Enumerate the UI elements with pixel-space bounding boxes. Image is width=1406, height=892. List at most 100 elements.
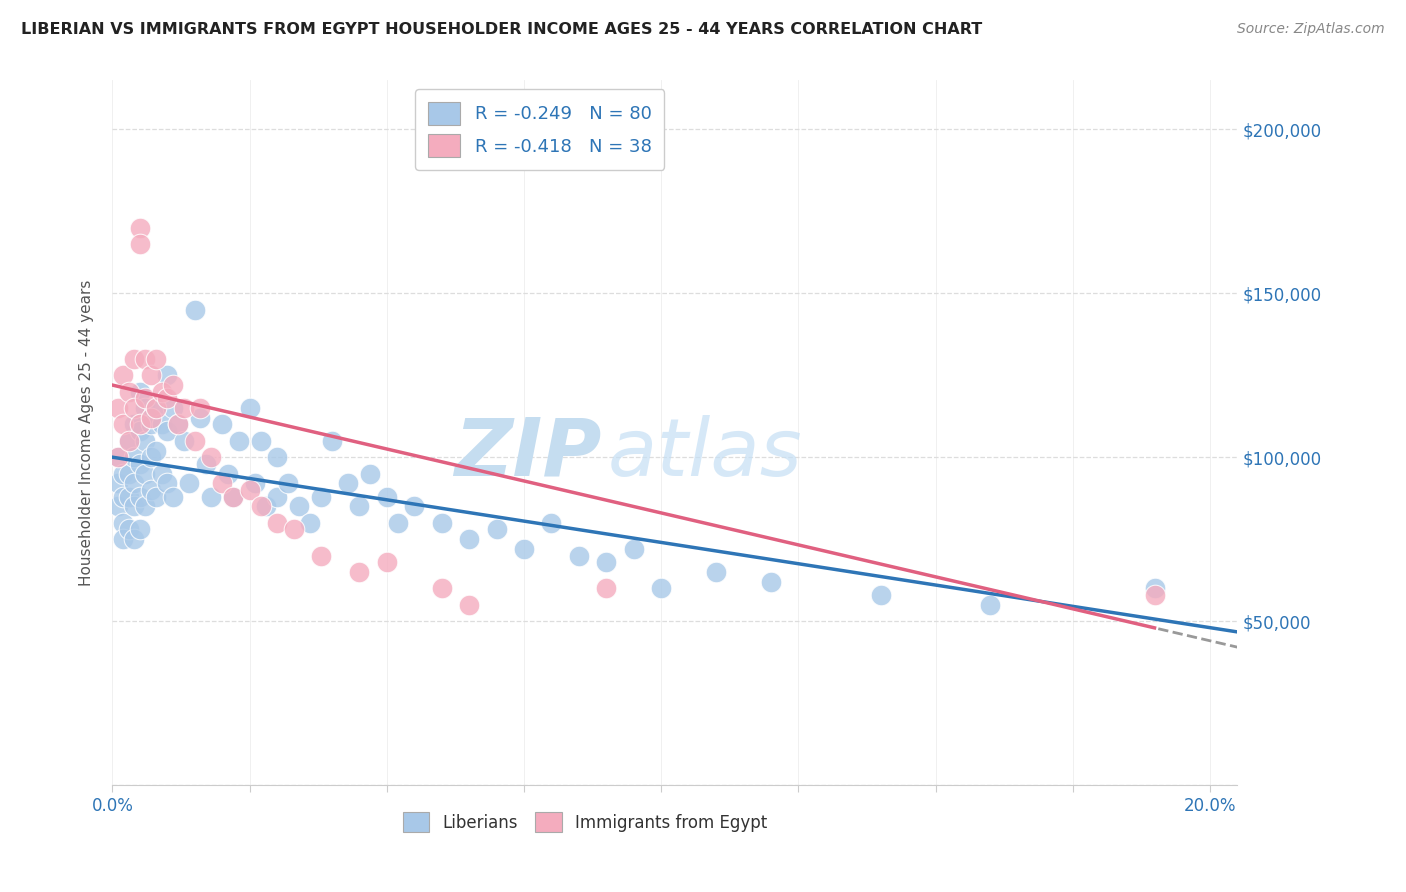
Point [124, 532, 146, 546]
Point [179, 476, 201, 491]
Point [124, 417, 146, 432]
Point [375, 490, 398, 504]
Point [869, 588, 891, 602]
Point [173, 401, 195, 415]
Point [129, 424, 152, 438]
Point [139, 368, 162, 383]
Point [129, 417, 152, 432]
Point [288, 500, 311, 514]
Point [239, 401, 262, 415]
Point [162, 378, 184, 392]
Point [188, 401, 211, 415]
Point [112, 467, 135, 481]
Point [266, 450, 288, 465]
Point [156, 391, 179, 405]
Point [150, 384, 173, 399]
Point [107, 500, 129, 514]
Point [595, 582, 617, 596]
Text: ZIP: ZIP [454, 415, 602, 492]
Point [568, 549, 591, 563]
Point [321, 434, 343, 448]
Point [107, 450, 129, 465]
Point [266, 490, 288, 504]
Text: LIBERIAN VS IMMIGRANTS FROM EGYPT HOUSEHOLDER INCOME AGES 25 - 44 YEARS CORRELAT: LIBERIAN VS IMMIGRANTS FROM EGYPT HOUSEH… [21, 22, 983, 37]
Point [162, 490, 184, 504]
Point [124, 500, 146, 514]
Point [134, 401, 156, 415]
Point [134, 351, 156, 366]
Point [112, 490, 135, 504]
Point [309, 490, 332, 504]
Point [134, 391, 156, 405]
Point [309, 549, 332, 563]
Point [107, 450, 129, 465]
Text: atlas: atlas [607, 415, 803, 492]
Point [156, 424, 179, 438]
Point [112, 368, 135, 383]
Point [623, 541, 645, 556]
Point [118, 434, 141, 448]
Point [112, 532, 135, 546]
Point [254, 500, 277, 514]
Point [194, 457, 217, 471]
Point [129, 237, 152, 252]
Point [200, 490, 222, 504]
Point [118, 490, 141, 504]
Point [129, 490, 152, 504]
Point [458, 598, 481, 612]
Point [540, 516, 562, 530]
Point [184, 434, 207, 448]
Point [150, 417, 173, 432]
Point [430, 582, 453, 596]
Point [211, 417, 233, 432]
Point [266, 516, 288, 530]
Point [211, 476, 233, 491]
Point [1143, 588, 1166, 602]
Point [167, 417, 190, 432]
Point [124, 450, 146, 465]
Text: Source: ZipAtlas.com: Source: ZipAtlas.com [1237, 22, 1385, 37]
Point [650, 582, 672, 596]
Point [513, 541, 536, 556]
Point [118, 522, 141, 536]
Point [375, 555, 398, 569]
Point [129, 220, 152, 235]
Point [249, 434, 271, 448]
Point [228, 434, 250, 448]
Point [129, 522, 152, 536]
Point [134, 467, 156, 481]
Point [129, 457, 152, 471]
Point [184, 302, 207, 317]
Point [156, 368, 179, 383]
Point [243, 476, 266, 491]
Point [704, 565, 727, 579]
Point [979, 598, 1001, 612]
Point [124, 351, 146, 366]
Point [134, 434, 156, 448]
Point [458, 532, 481, 546]
Point [162, 401, 184, 415]
Point [107, 476, 129, 491]
Point [150, 467, 173, 481]
Point [129, 384, 152, 399]
Point [349, 565, 371, 579]
Point [139, 417, 162, 432]
Point [277, 476, 299, 491]
Point [118, 434, 141, 448]
Point [359, 467, 381, 481]
Point [222, 490, 245, 504]
Point [430, 516, 453, 530]
Point [139, 483, 162, 497]
Point [124, 476, 146, 491]
Point [173, 434, 195, 448]
Point [134, 500, 156, 514]
Point [145, 351, 167, 366]
Point [124, 401, 146, 415]
Point [485, 522, 508, 536]
Point [145, 443, 167, 458]
Point [107, 401, 129, 415]
Point [188, 410, 211, 425]
Point [337, 476, 360, 491]
Point [139, 410, 162, 425]
Point [167, 417, 190, 432]
